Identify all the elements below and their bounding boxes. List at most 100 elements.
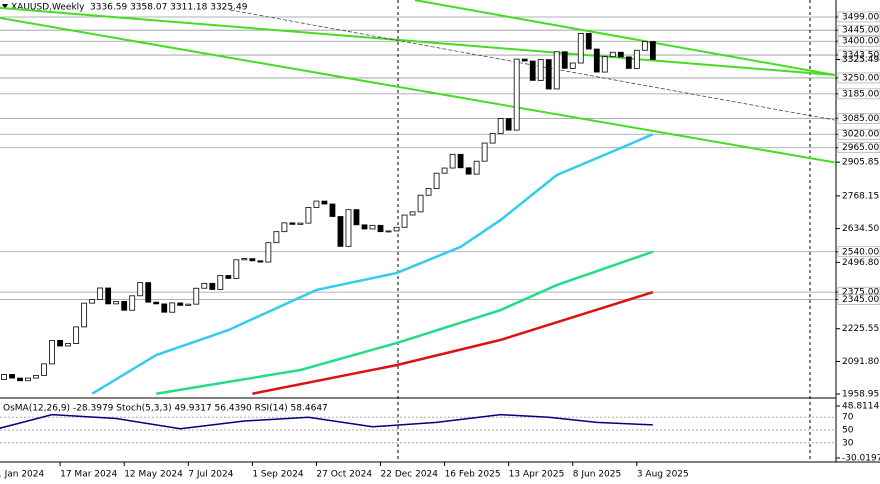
candle	[329, 203, 336, 217]
price-label-box	[837, 142, 880, 154]
candle	[585, 32, 592, 50]
candle	[617, 51, 624, 58]
candle	[385, 230, 392, 233]
ohlc-text: 3336.59 3358.07 3311.18 3325.49	[90, 3, 248, 13]
moving-average	[91, 133, 654, 395]
x-tick-label: 3 Aug 2025	[637, 470, 689, 480]
candle	[529, 60, 536, 81]
candle	[441, 167, 448, 174]
candle	[473, 160, 480, 175]
moving-average	[156, 250, 654, 395]
y-tick-label: 3499.00	[842, 12, 879, 22]
price-label-box	[837, 88, 880, 100]
candle	[521, 58, 528, 62]
price-label-box	[837, 11, 880, 23]
candle	[193, 287, 200, 305]
candle	[217, 275, 224, 290]
candle	[345, 209, 352, 247]
y-tick-label: 2634.50	[842, 224, 879, 234]
candle	[609, 51, 616, 58]
candle	[497, 118, 504, 134]
candle	[265, 242, 272, 263]
candle	[569, 62, 576, 69]
chart-title: XAUUSD,Weekly	[11, 3, 85, 13]
candle	[225, 275, 232, 279]
candle	[457, 153, 464, 169]
candle	[577, 32, 584, 64]
y-tick-label: -30.0197	[842, 454, 880, 464]
x-tick-label: 17 Mar 2024	[60, 470, 117, 480]
candle	[505, 118, 512, 131]
candle	[297, 222, 304, 225]
candle	[249, 258, 256, 262]
price-label-box	[837, 72, 880, 84]
candle	[105, 287, 112, 305]
candle	[25, 377, 31, 382]
x-tick-label: 16 Feb 2025	[445, 470, 501, 480]
y-tick-label: 3020.00	[842, 130, 879, 140]
candle	[97, 287, 104, 300]
candle	[209, 282, 216, 290]
candle	[513, 58, 520, 131]
symbol-marker	[2, 4, 8, 9]
candle	[201, 282, 208, 289]
candle	[65, 343, 72, 347]
candle	[281, 222, 288, 233]
price-label-box	[837, 24, 880, 36]
y-tick-label: 48.8114	[842, 402, 879, 412]
candle	[553, 51, 560, 90]
y-tick-label: 3343.50	[842, 51, 879, 61]
candle	[153, 301, 160, 305]
candle	[185, 303, 192, 306]
y-tick-label: 3185.00	[842, 89, 879, 99]
y-tick-label: 2375.00	[842, 288, 879, 298]
candle	[137, 282, 144, 297]
candle	[49, 339, 55, 365]
y-tick-label: 2496.80	[842, 258, 879, 268]
candle	[409, 211, 416, 216]
candle	[561, 51, 568, 69]
candle	[321, 200, 328, 205]
trendline	[0, 6, 835, 77]
price-label-box	[837, 128, 880, 140]
y-tick-label: 2091.80	[842, 357, 879, 367]
x-tick-label: 12 May 2024	[124, 470, 183, 480]
candle	[273, 231, 280, 244]
y-tick-label: 2540.00	[842, 247, 879, 257]
x-tick-label: 22 Dec 2024	[381, 470, 439, 480]
candle	[433, 172, 440, 189]
x-tick-label: 27 Oct 2024	[316, 470, 372, 480]
candle	[537, 59, 544, 81]
x-tick-label: 13 Apr 2025	[509, 470, 565, 480]
price-label-box	[837, 113, 880, 124]
candle	[57, 339, 64, 347]
y-tick-label: 2345.00	[842, 295, 879, 305]
candle	[145, 282, 152, 303]
candle	[177, 302, 184, 306]
y-tick-label: 2225.55	[842, 324, 879, 334]
candle	[417, 194, 424, 213]
y-tick-label: 3445.00	[842, 26, 879, 36]
x-tick-label: 1 Jan 2024	[0, 470, 44, 480]
x-tick-label: 8 Jun 2025	[573, 470, 621, 480]
price-label-box	[837, 246, 880, 258]
rsi-tick-label: 70	[842, 413, 854, 423]
y-tick-label: 1958.95	[842, 389, 879, 399]
price-label-box	[837, 294, 880, 305]
candle	[545, 59, 552, 90]
y-tick-label: 3250.00	[842, 73, 879, 83]
candle	[425, 188, 432, 196]
rsi-tick-label: 30	[842, 438, 854, 448]
y-tick-label: 3325.49	[842, 55, 879, 65]
price-label-box	[837, 35, 880, 47]
candle	[121, 301, 128, 311]
y-tick-label: 3085.00	[842, 114, 879, 124]
candle	[169, 302, 176, 313]
y-tick-label: 2905.85	[842, 158, 879, 168]
trendline	[414, 0, 835, 76]
candle	[1, 374, 7, 380]
candle	[337, 216, 344, 247]
candle	[129, 295, 136, 311]
